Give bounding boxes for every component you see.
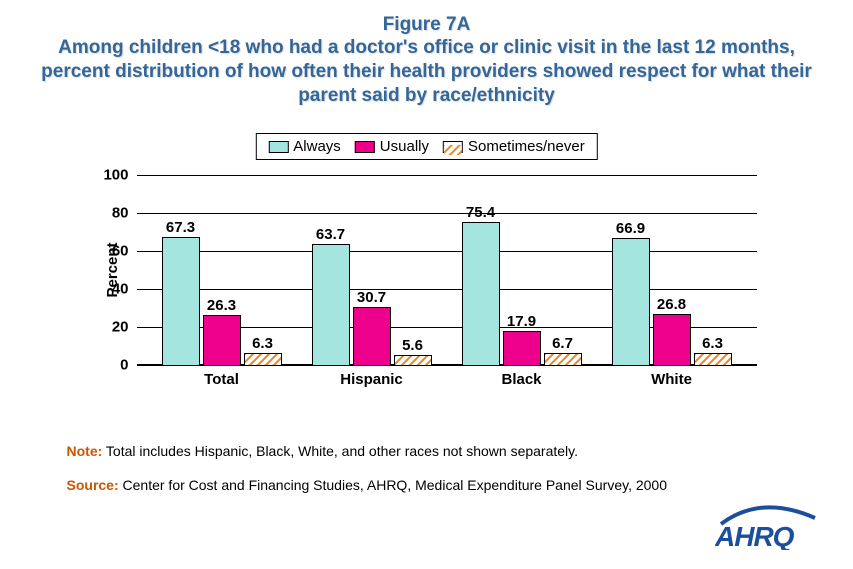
plot-area: Percent 02040608010067.326.36.3Total63.7… [137,175,757,365]
svg-text:AHRQ: AHRQ [715,521,795,550]
source-text: Center for Cost and Financing Studies, A… [119,477,667,493]
bar-value-label: 63.7 [316,226,345,243]
legend-swatch [355,141,375,153]
chart: AlwaysUsuallySometimes/never Percent 020… [67,133,787,413]
legend-swatch [443,141,463,153]
bar: 75.4 [462,222,500,365]
title-block: Figure 7A Among children <18 who had a d… [0,0,853,113]
figure-title: Among children <18 who had a doctor's of… [40,36,813,107]
figure-number: Figure 7A [40,14,813,36]
bar: 6.7 [544,353,582,366]
bar-value-label: 75.4 [466,204,495,221]
bar: 17.9 [503,331,541,365]
legend: Always Usually Sometimes/never [255,133,597,160]
y-tick-label: 60 [89,243,129,260]
bar-value-label: 67.3 [166,219,195,236]
source-line: Source: Center for Cost and Financing St… [67,477,787,493]
bar: 26.8 [653,314,691,365]
bar: 26.3 [203,315,241,365]
note-text: Total includes Hispanic, Black, White, a… [102,443,578,459]
legend-label: Sometimes/never [468,138,585,155]
y-tick-label: 100 [89,167,129,184]
bar: 6.3 [244,353,282,365]
bar-group: 66.926.86.3White [607,238,737,365]
bar-value-label: 6.3 [702,335,723,352]
legend-item: Sometimes/never [443,138,585,155]
bar-value-label: 66.9 [616,220,645,237]
bar-value-label: 30.7 [357,289,386,306]
bar-value-label: 5.6 [402,337,423,354]
grid-line [137,365,757,366]
grid-line [137,175,757,176]
bar-value-label: 26.8 [657,296,686,313]
note-line: Note: Total includes Hispanic, Black, Wh… [67,443,787,459]
bar: 30.7 [353,307,391,365]
legend-item: Always [268,138,341,155]
bar: 5.6 [394,355,432,366]
y-tick-label: 0 [89,357,129,374]
note-lead: Note: [67,443,103,459]
bar: 6.3 [694,353,732,365]
bar-group: 75.417.96.7Black [457,222,587,365]
footnotes: Note: Total includes Hispanic, Black, Wh… [67,443,787,493]
y-tick-label: 40 [89,281,129,298]
bar: 63.7 [312,244,350,365]
bar: 66.9 [612,238,650,365]
y-tick-label: 20 [89,319,129,336]
source-lead: Source: [67,477,119,493]
ahrq-logo: AHRQ [715,502,825,555]
grid-line [137,213,757,214]
legend-label: Always [293,138,341,155]
legend-label: Usually [380,138,429,155]
bar-value-label: 6.3 [252,335,273,352]
bar-value-label: 6.7 [552,335,573,352]
x-tick-label: Total [204,371,239,388]
x-tick-label: Black [501,371,541,388]
bar-value-label: 17.9 [507,313,536,330]
bar-value-label: 26.3 [207,297,236,314]
bar-group: 63.730.75.6Hispanic [307,244,437,365]
x-tick-label: White [651,371,692,388]
bar: 67.3 [162,237,200,365]
bar-group: 67.326.36.3Total [157,237,287,365]
legend-swatch [268,141,288,153]
x-tick-label: Hispanic [340,371,403,388]
y-tick-label: 80 [89,205,129,222]
legend-item: Usually [355,138,429,155]
